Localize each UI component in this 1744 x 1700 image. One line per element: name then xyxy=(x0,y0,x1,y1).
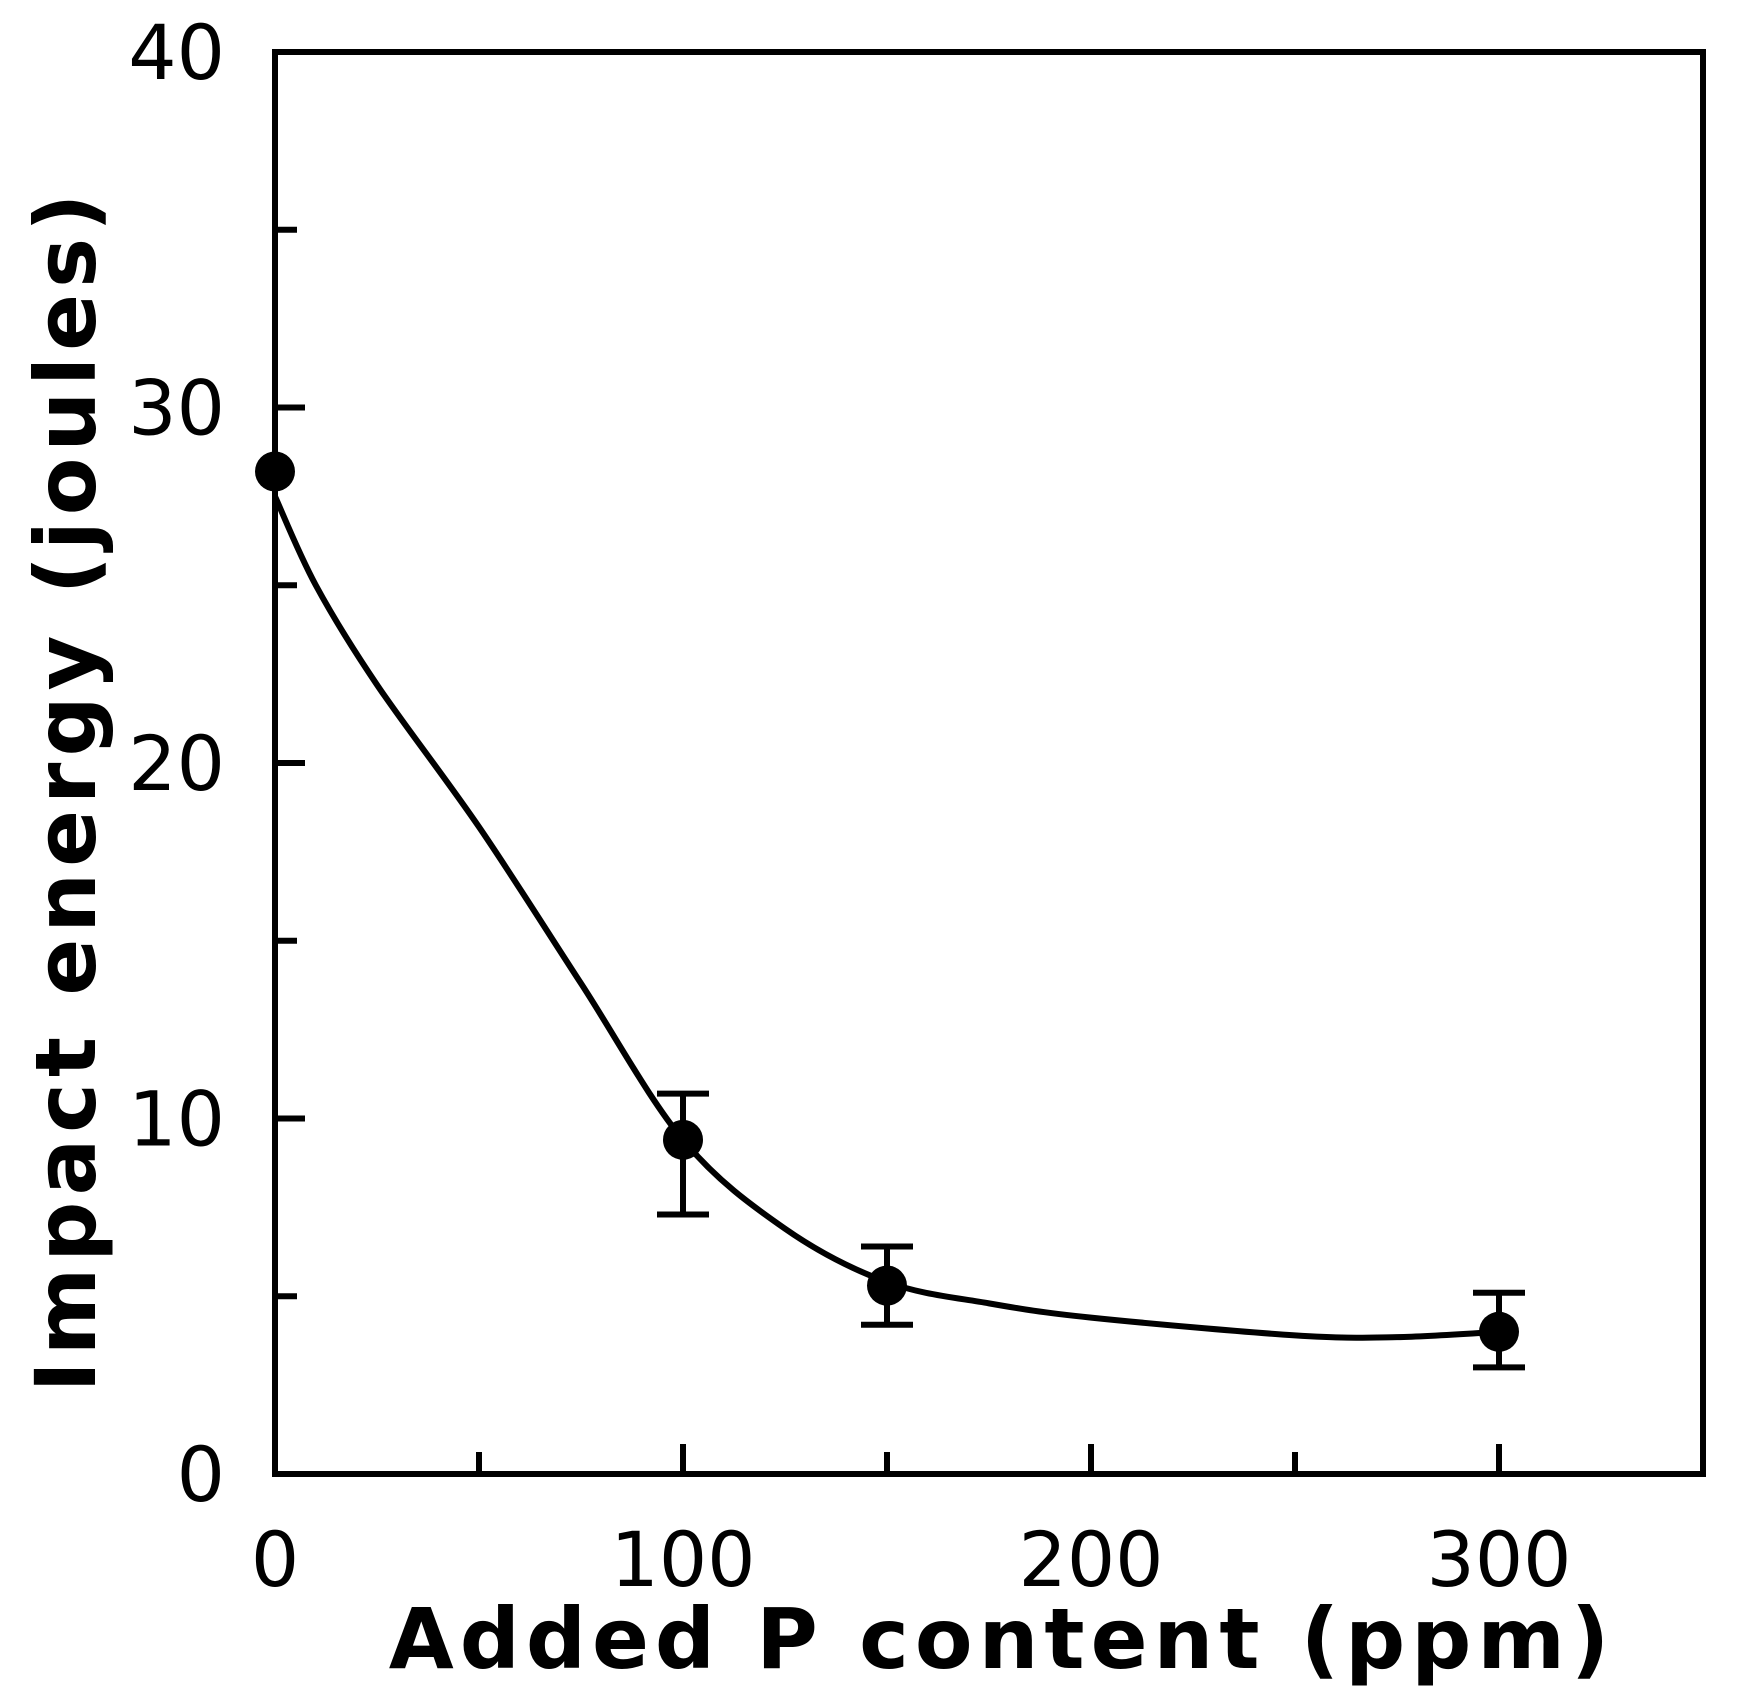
x-tick-label: 100 xyxy=(610,1515,755,1604)
y-axis-ticks: 0 10 20 30 40 xyxy=(128,8,305,1519)
data-points xyxy=(255,451,1525,1371)
y-axis-title: Impact energy (joules) xyxy=(17,188,115,1393)
y-tick-label: 40 xyxy=(128,8,225,97)
plot-frame xyxy=(272,49,1706,1477)
y-tick-label: 20 xyxy=(128,719,225,808)
y-tick-label: 30 xyxy=(128,364,225,453)
data-point xyxy=(255,451,295,492)
x-axis-title: Added P content (ppm) xyxy=(389,1590,1616,1688)
y-tick-label: 0 xyxy=(177,1430,225,1519)
fit-curve xyxy=(272,495,1500,1341)
x-axis-ticks: 0 100 200 300 xyxy=(251,1444,1572,1604)
data-point xyxy=(663,1119,703,1160)
x-tick-label: 0 xyxy=(251,1515,299,1604)
x-tick-label: 200 xyxy=(1018,1515,1163,1604)
x-tick-label: 300 xyxy=(1426,1515,1571,1604)
y-tick-label: 10 xyxy=(128,1075,225,1164)
data-point xyxy=(1479,1311,1519,1352)
data-point xyxy=(867,1265,907,1306)
